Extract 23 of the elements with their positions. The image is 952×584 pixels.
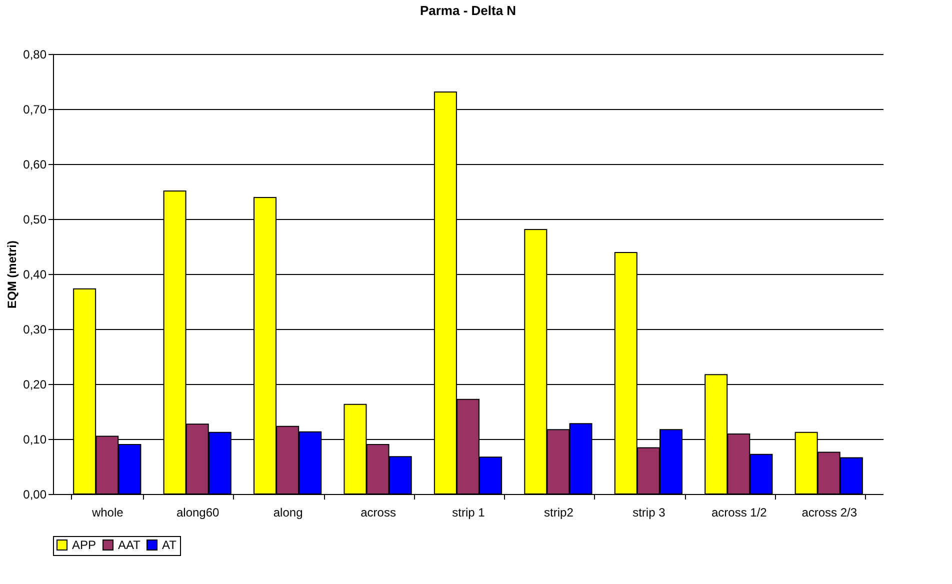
x-tick-label: strip 1 — [452, 506, 486, 520]
x-tick-label: along60 — [176, 506, 220, 520]
y-tick-label: 0,10 — [23, 432, 47, 446]
x-tick-label: strip2 — [544, 506, 574, 520]
y-axis-title: EQM (metri) — [5, 240, 20, 309]
x-tick-label: along — [273, 506, 303, 520]
legend-label: AAT — [118, 538, 142, 552]
y-tick-label: 0,30 — [23, 322, 47, 336]
x-tick-label: strip 3 — [632, 506, 666, 520]
chart-title: Parma - Delta N — [420, 3, 516, 18]
y-tick-label: 0,20 — [23, 378, 47, 392]
legend-label: APP — [72, 538, 96, 552]
y-tick-label: 0,80 — [23, 48, 47, 62]
y-tick-label: 0,40 — [23, 268, 47, 282]
x-tick-label: across — [360, 506, 396, 520]
x-tick-label: whole — [90, 506, 124, 520]
y-tick-label: 0,00 — [23, 488, 47, 502]
y-tick-label: 0,70 — [23, 102, 47, 116]
legend-label: AT — [162, 538, 178, 552]
y-tick-label: 0,60 — [23, 158, 47, 172]
y-tick-label: 0,50 — [23, 212, 47, 226]
x-tick-label: across 1/2 — [711, 506, 768, 520]
x-tick-label: across 2/3 — [802, 506, 858, 520]
